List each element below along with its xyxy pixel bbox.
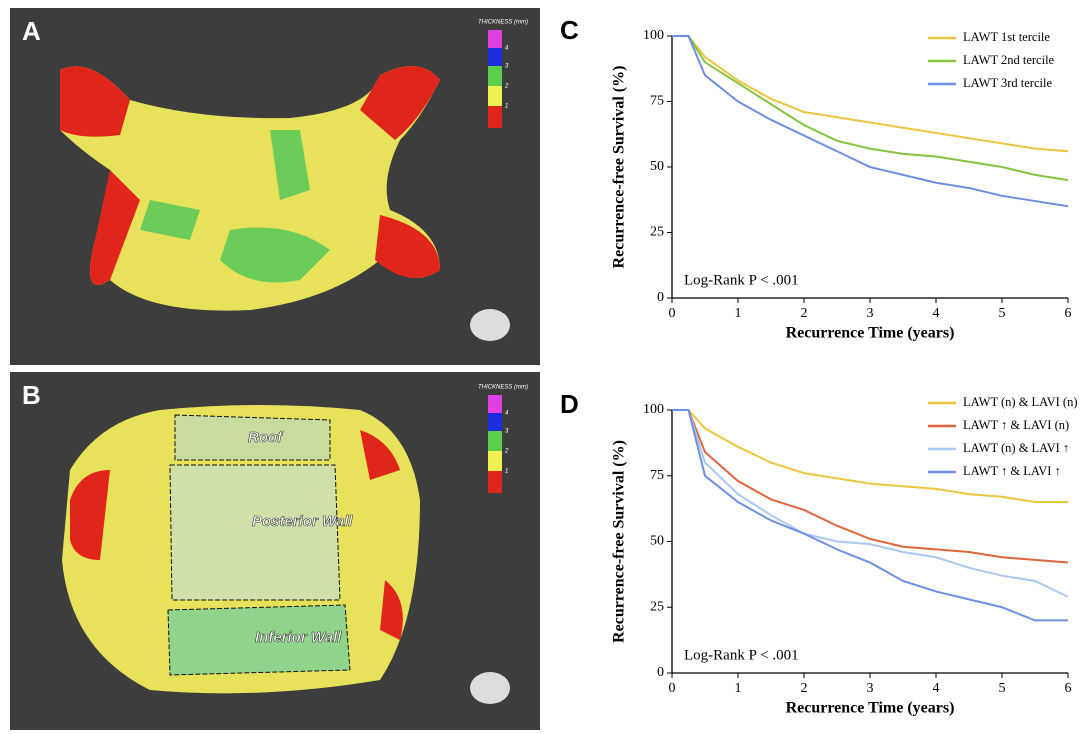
x-tick-label: 3 [867,681,874,696]
region-label: Roof [248,429,284,446]
scale-label: 4 [505,411,509,417]
x-tick-label: 2 [801,681,808,696]
thin-region [70,430,403,640]
x-tick-label: 1 [735,306,742,321]
posterior-region [169,464,341,601]
scale-box [488,30,502,48]
scale-label: 3 [505,64,509,70]
y-tick-label: 75 [650,468,664,483]
panel-a: A THICKNESS (mm) 4 3 2 1 [10,8,540,365]
survival-curve [672,35,1069,153]
legend-label: LAWT ↑ & LAVI ↑ [963,464,1061,478]
scale-label: 1 [505,469,508,475]
scale-box [488,86,502,106]
panel-label: B [22,380,41,410]
x-tick-label: 6 [1065,306,1072,321]
y-axis-label: Recurrence-free Survival (%) [611,440,628,643]
legend-title: THICKNESS (mm) [478,385,528,391]
scale-label: 2 [504,84,509,90]
heart-shape [60,66,440,311]
y-tick-label: 75 [650,94,664,109]
torso-icon [470,309,510,341]
inferior-region [167,604,351,676]
y-tick-label: 0 [657,290,664,305]
survival-curve [672,35,1069,182]
panel-label: A [22,16,41,46]
x-tick-label: 4 [933,681,940,696]
y-tick-label: 100 [643,28,664,43]
scale-box [488,106,502,128]
survival-curve [672,409,1068,504]
x-tick-label: 3 [867,306,874,321]
x-tick-label: 4 [933,306,940,321]
x-tick-label: 5 [999,306,1006,321]
annotation: Log-Rank P < .001 [684,647,799,663]
legend-label: LAWT (n) & LAVI (n) [963,395,1077,409]
roof-region [174,414,331,461]
panel-b: B THICKNESS (mm) 4 3 2 1 Roof Posterior … [10,372,540,730]
x-axis-label: Recurrence Time (years) [786,325,955,342]
survival-curve [672,409,1068,622]
x-tick-label: 5 [999,681,1006,696]
scale-box [488,431,502,451]
scale-label: 4 [505,46,509,52]
scale-label: 1 [505,104,508,110]
legend-label: LAWT 2nd tercile [963,53,1055,67]
y-axis-label: Recurrence-free Survival (%) [611,66,628,269]
y-tick-label: 50 [650,159,664,174]
region-label: Posterior Wall [252,513,353,530]
legend-label: LAWT 1st tercile [963,30,1050,44]
x-axis-label: Recurrence Time (years) [786,700,955,717]
y-tick-label: 50 [650,534,664,549]
y-tick-label: 25 [650,599,664,614]
annotation: Log-Rank P < .001 [684,272,799,288]
mid-region [140,130,330,283]
legend-label: LAWT 3rd tercile [963,76,1052,90]
x-tick-label: 2 [801,306,808,321]
scale-box [488,48,502,66]
x-tick-label: 6 [1065,681,1072,696]
panel-label: C [560,15,579,45]
region-label: Inferior Wall [255,629,342,646]
scale-box [488,395,502,413]
y-tick-label: 100 [643,402,664,417]
scale-box [488,66,502,86]
panel-label: D [560,389,579,419]
legend-title: THICKNESS (mm) [478,20,528,26]
scale-label: 2 [504,449,509,455]
scale-label: 3 [505,429,509,435]
thin-region [60,66,440,285]
legend-label: LAWT (n) & LAVI ↑ [963,441,1069,455]
y-tick-label: 0 [657,665,664,680]
y-tick-label: 25 [650,225,664,240]
survival-curve [672,409,1069,564]
x-tick-label: 0 [669,306,676,321]
legend-label: LAWT ↑ & LAVI (n) [963,418,1069,432]
survival-curve [672,35,1069,208]
survival-curve [672,409,1069,598]
scale-box [488,451,502,471]
x-tick-label: 1 [735,681,742,696]
torso-icon [470,672,510,704]
scale-box [488,413,502,431]
scale-box [488,471,502,493]
x-tick-label: 0 [669,681,676,696]
